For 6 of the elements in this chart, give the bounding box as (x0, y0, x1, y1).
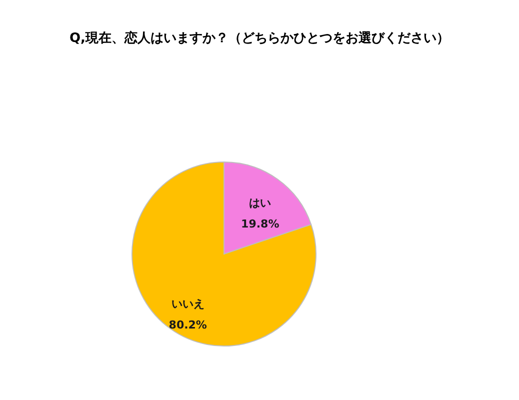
slice-label: いいえ (171, 297, 204, 310)
pie-slice (132, 162, 316, 346)
data-label: 19.8% (241, 218, 280, 231)
data-label: 80.2% (168, 318, 207, 332)
slice-label: はい (249, 196, 272, 210)
chart-title: Q,現在、恋人はいますか？（どちらかひとつをお選びください） (70, 30, 450, 46)
